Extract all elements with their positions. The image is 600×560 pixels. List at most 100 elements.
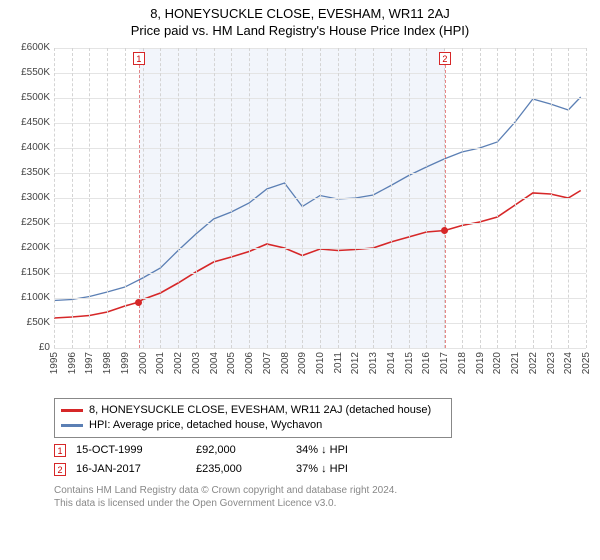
- marker-line: [445, 65, 446, 348]
- gridline-v: [515, 48, 516, 348]
- gridline-v: [214, 48, 215, 348]
- page-title: 8, HONEYSUCKLE CLOSE, EVESHAM, WR11 2AJ: [10, 6, 590, 21]
- x-axis-label: 2021: [510, 352, 521, 374]
- x-axis-label: 2008: [280, 352, 291, 374]
- legend-swatch-hpi: [61, 424, 83, 427]
- y-axis-label: £0: [10, 342, 50, 353]
- x-axis-label: 2020: [492, 352, 503, 374]
- footer-line-2: This data is licensed under the Open Gov…: [54, 497, 590, 510]
- x-axis-label: 2002: [173, 352, 184, 374]
- x-axis-label: 2013: [368, 352, 379, 374]
- x-axis-label: 2005: [226, 352, 237, 374]
- legend: 8, HONEYSUCKLE CLOSE, EVESHAM, WR11 2AJ …: [54, 398, 452, 438]
- gridline-v: [355, 48, 356, 348]
- x-axis-label: 1997: [84, 352, 95, 374]
- y-axis-label: £450K: [10, 117, 50, 128]
- x-axis-label: 1995: [49, 352, 60, 374]
- x-axis-label: 2018: [457, 352, 468, 374]
- gridline-v: [586, 48, 587, 348]
- gridline-v: [285, 48, 286, 348]
- event-date: 15-OCT-1999: [76, 444, 196, 457]
- x-axis-label: 2000: [138, 352, 149, 374]
- legend-label-property: 8, HONEYSUCKLE CLOSE, EVESHAM, WR11 2AJ …: [89, 403, 431, 418]
- y-axis-label: £150K: [10, 267, 50, 278]
- x-axis-label: 2015: [404, 352, 415, 374]
- event-delta: 34% ↓ HPI: [296, 444, 416, 457]
- y-axis-label: £600K: [10, 42, 50, 53]
- page-subtitle: Price paid vs. HM Land Registry's House …: [10, 23, 590, 38]
- y-axis-label: £550K: [10, 67, 50, 78]
- x-axis-label: 2024: [563, 352, 574, 374]
- x-axis-label: 2012: [350, 352, 361, 374]
- y-axis-label: £300K: [10, 192, 50, 203]
- x-axis-label: 2004: [209, 352, 220, 374]
- events-table: 1 15-OCT-1999£92,00034% ↓ HPI 2 16-JAN-2017…: [54, 444, 590, 476]
- gridline-v: [391, 48, 392, 348]
- event-delta: 37% ↓ HPI: [296, 463, 416, 476]
- gridline-v: [178, 48, 179, 348]
- chart: 1 2 £0 £50K £100K £150K £200K £250K £300K £350K £…: [10, 44, 590, 394]
- marker-line: [139, 65, 140, 348]
- marker-box: 1: [133, 52, 145, 65]
- gridline-v: [143, 48, 144, 348]
- gridline-v: [302, 48, 303, 348]
- legend-row-property: 8, HONEYSUCKLE CLOSE, EVESHAM, WR11 2AJ …: [61, 403, 445, 418]
- gridline-v: [373, 48, 374, 348]
- footer-line-1: Contains HM Land Registry data © Crown c…: [54, 484, 590, 497]
- container: 8, HONEYSUCKLE CLOSE, EVESHAM, WR11 2AJ …: [0, 0, 600, 516]
- y-axis-label: £250K: [10, 217, 50, 228]
- x-axis-label: 2010: [315, 352, 326, 374]
- x-axis-label: 2009: [297, 352, 308, 374]
- y-axis-label: £100K: [10, 292, 50, 303]
- x-axis-label: 2011: [333, 352, 344, 374]
- y-axis-label: £50K: [10, 317, 50, 328]
- x-axis-label: 2001: [155, 352, 166, 374]
- x-axis-label: 2019: [475, 352, 486, 374]
- x-axis-label: 2022: [528, 352, 539, 374]
- x-axis-label: 1996: [67, 352, 78, 374]
- x-axis-label: 2007: [262, 352, 273, 374]
- gridline-v: [462, 48, 463, 348]
- x-axis-label: 1999: [120, 352, 131, 374]
- y-axis-label: £500K: [10, 92, 50, 103]
- event-price: £235,000: [196, 463, 296, 476]
- gridline-v: [72, 48, 73, 348]
- x-axis-label: 2017: [439, 352, 450, 374]
- gridline-v: [568, 48, 569, 348]
- gridline-v: [107, 48, 108, 348]
- x-axis-label: 2003: [191, 352, 202, 374]
- y-axis-label: £200K: [10, 242, 50, 253]
- event-marker: 1: [54, 444, 66, 457]
- gridline-v: [160, 48, 161, 348]
- marker-box: 2: [439, 52, 451, 65]
- event-marker: 2: [54, 463, 66, 476]
- gridline-v: [196, 48, 197, 348]
- gridline-v: [480, 48, 481, 348]
- footer: Contains HM Land Registry data © Crown c…: [54, 484, 590, 510]
- gridline-v: [249, 48, 250, 348]
- gridline-v: [409, 48, 410, 348]
- x-axis-label: 2016: [421, 352, 432, 374]
- legend-row-hpi: HPI: Average price, detached house, Wych…: [61, 418, 445, 433]
- gridline-v: [533, 48, 534, 348]
- gridline-h: [54, 348, 586, 349]
- x-axis-label: 2023: [546, 352, 557, 374]
- event-date: 16-JAN-2017: [76, 463, 196, 476]
- gridline-v: [338, 48, 339, 348]
- x-axis-label: 2006: [244, 352, 255, 374]
- x-axis-label: 2014: [386, 352, 397, 374]
- y-axis-label: £350K: [10, 167, 50, 178]
- x-axis-label: 1998: [102, 352, 113, 374]
- gridline-v: [89, 48, 90, 348]
- y-axis-label: £400K: [10, 142, 50, 153]
- event-price: £92,000: [196, 444, 296, 457]
- gridline-v: [551, 48, 552, 348]
- legend-swatch-property: [61, 409, 83, 412]
- gridline-v: [426, 48, 427, 348]
- legend-label-hpi: HPI: Average price, detached house, Wych…: [89, 418, 322, 433]
- gridline-v: [497, 48, 498, 348]
- gridline-v: [54, 48, 55, 348]
- gridline-v: [320, 48, 321, 348]
- x-axis-label: 2025: [581, 352, 592, 374]
- gridline-v: [125, 48, 126, 348]
